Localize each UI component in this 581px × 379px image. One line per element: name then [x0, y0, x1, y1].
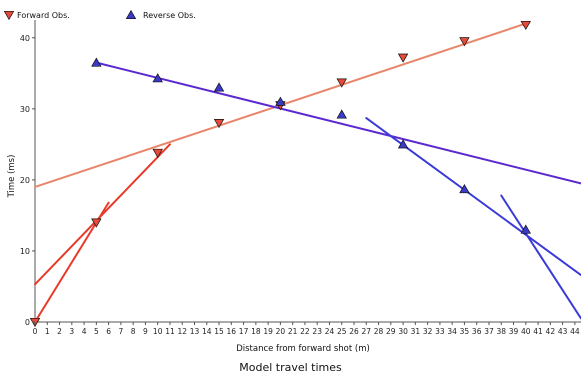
fit-line-4: [95, 61, 581, 185]
x-tick-label: 9: [143, 327, 148, 336]
y-tick-label: 30: [20, 105, 30, 114]
data-points: [29, 20, 531, 328]
x-tick-label: 1: [45, 327, 50, 336]
y-tick-label: 0: [25, 318, 30, 327]
legend-marker-forward: [3, 10, 15, 21]
x-tick-label: 39: [509, 327, 519, 336]
x-tick-label: 28: [374, 327, 384, 336]
legend: Forward Obs. Reverse Obs.: [3, 9, 196, 21]
x-tick-label: 25: [337, 327, 347, 336]
x-tick-label: 17: [239, 327, 249, 336]
x-tick-label: 26: [349, 327, 359, 336]
x-tick-label: 8: [131, 327, 136, 336]
x-tick-label: 37: [484, 327, 494, 336]
y-tick-label: 10: [20, 247, 30, 256]
x-tick-label: 13: [190, 327, 200, 336]
x-tick-label: 14: [202, 327, 212, 336]
x-tick-label: 12: [177, 327, 187, 336]
x-tick-label: 11: [165, 327, 175, 336]
x-tick-label: 21: [288, 327, 298, 336]
forward-obs-point: [336, 78, 347, 88]
x-tick-label: 4: [82, 327, 87, 336]
reverse-obs-point: [213, 82, 225, 92]
forward-obs-point: [397, 53, 409, 63]
x-tick-label: 22: [300, 327, 310, 336]
x-tick-label: 20: [276, 327, 286, 336]
x-tick-label: 35: [460, 327, 470, 336]
x-tick-label: 5: [94, 327, 99, 336]
x-tick-label: 27: [362, 327, 372, 336]
fit-line-6: [500, 194, 581, 320]
legend-label-reverse: Reverse Obs.: [143, 11, 196, 20]
forward-obs-point: [91, 218, 102, 228]
legend-marker-reverse: [125, 9, 137, 20]
x-tick-label: 7: [118, 327, 123, 336]
x-tick-label: 18: [251, 327, 261, 336]
x-tick-label: 19: [263, 327, 273, 336]
x-tick-label: 6: [106, 327, 111, 336]
y-axis-label: Time (ms): [7, 155, 17, 199]
reverse-obs-point: [91, 57, 102, 67]
x-tick-label: 40: [521, 327, 531, 336]
axis-ticks: 0 1 2 3 4 5 6 7 8 9 10 11 12 13 14 15 16 17 18 19 20 21 22 23 24…: [20, 34, 580, 336]
y-tick-label: 40: [20, 34, 30, 43]
x-tick-label: 16: [227, 327, 237, 336]
x-tick-label: 42: [546, 327, 556, 336]
x-tick-label: 41: [533, 327, 543, 336]
x-tick-label: 34: [447, 327, 457, 336]
reverse-obs-point: [520, 224, 531, 234]
legend-label-forward: Forward Obs.: [17, 11, 70, 20]
x-tick-label: 44: [570, 327, 580, 336]
x-tick-label: 43: [558, 327, 568, 336]
forward-obs-point: [213, 119, 225, 129]
reverse-obs-point: [152, 73, 163, 83]
x-tick-label: 10: [153, 327, 163, 336]
legend-marker-reverse-shape: [125, 9, 137, 20]
forward-obs-point: [459, 37, 470, 47]
forward-obs-point: [152, 148, 163, 158]
x-tick-label: 36: [472, 327, 482, 336]
x-tick-label: 2: [57, 327, 62, 336]
reverse-obs-point: [397, 139, 409, 149]
x-tick-label: 3: [69, 327, 74, 336]
x-tick-label: 0: [33, 327, 38, 336]
x-tick-label: 24: [325, 327, 335, 336]
x-tick-label: 15: [214, 327, 224, 336]
plot-frame: [34, 20, 581, 323]
fit-line-2: [34, 143, 171, 286]
reverse-obs-point: [336, 109, 347, 119]
x-tick-label: 32: [423, 327, 433, 336]
x-axis-label: Distance from forward shot (m): [236, 344, 370, 354]
fit-line-5: [365, 117, 581, 277]
x-tick-label: 38: [496, 327, 506, 336]
x-tick-label: 33: [435, 327, 445, 336]
legend-marker-forward-shape: [3, 10, 15, 21]
x-tick-label: 31: [411, 327, 421, 336]
reverse-obs-point: [275, 96, 286, 106]
reverse-obs-point: [459, 184, 470, 194]
x-tick-label: 23: [312, 327, 322, 336]
chart-caption: Model travel times: [239, 361, 342, 374]
x-tick-label: 30: [398, 327, 408, 336]
x-tick-label: 29: [386, 327, 396, 336]
fit-lines: [34, 22, 581, 323]
forward-obs-point: [520, 20, 531, 31]
y-tick-label: 20: [20, 176, 30, 185]
